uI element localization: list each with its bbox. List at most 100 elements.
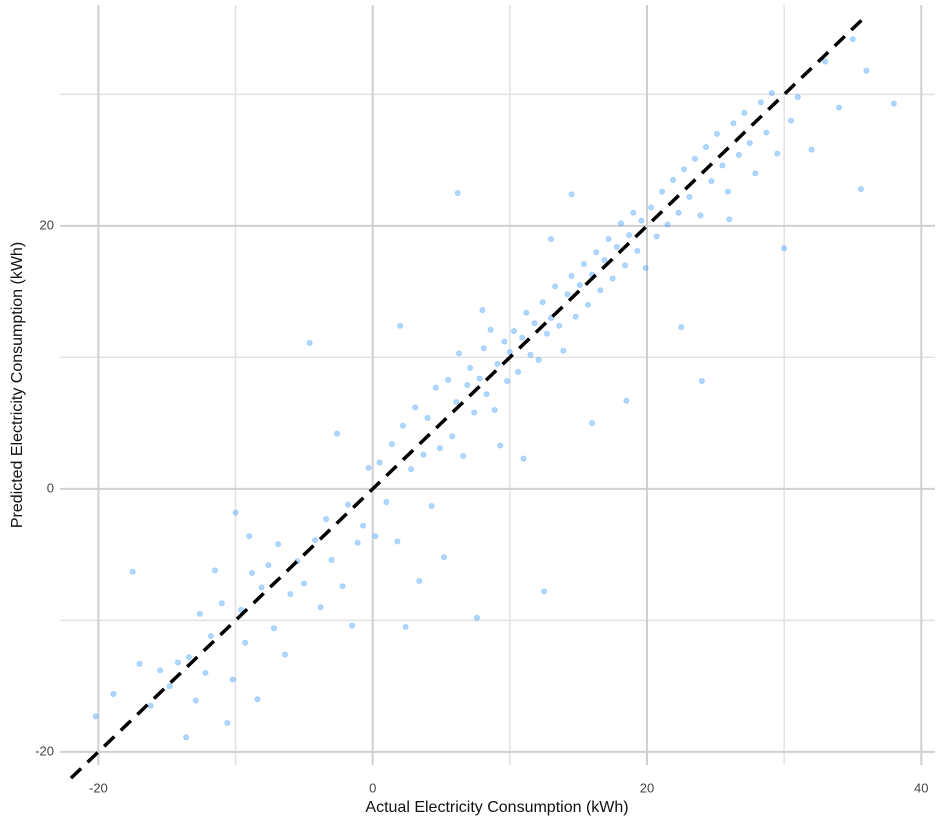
x-tick-label: 40 xyxy=(914,780,928,795)
point xyxy=(464,381,471,389)
y-tick-label: 20 xyxy=(40,217,54,232)
point xyxy=(110,690,117,698)
point xyxy=(680,166,688,173)
point xyxy=(609,275,616,282)
point xyxy=(510,327,518,335)
point xyxy=(552,283,559,290)
point xyxy=(449,433,456,440)
point xyxy=(471,409,478,416)
point xyxy=(719,162,726,169)
point xyxy=(835,104,843,111)
point xyxy=(258,584,265,591)
point xyxy=(211,567,219,574)
point xyxy=(630,209,637,216)
point xyxy=(519,334,526,341)
point xyxy=(506,349,513,356)
x-tick-label: 0 xyxy=(369,780,376,795)
point xyxy=(402,623,409,631)
point xyxy=(432,384,439,391)
point xyxy=(678,324,685,331)
point xyxy=(376,459,383,466)
point xyxy=(535,356,542,364)
point xyxy=(218,600,225,607)
point xyxy=(697,212,704,219)
point xyxy=(479,306,486,314)
point xyxy=(311,537,319,544)
point xyxy=(192,697,199,704)
point xyxy=(328,556,335,563)
point xyxy=(248,569,256,577)
point xyxy=(621,262,629,269)
point xyxy=(664,221,671,228)
point xyxy=(207,633,214,640)
point xyxy=(605,235,612,243)
point xyxy=(713,130,721,137)
point xyxy=(787,117,795,124)
point xyxy=(547,314,555,322)
point xyxy=(436,445,443,452)
point xyxy=(317,604,324,611)
point xyxy=(254,696,261,703)
point xyxy=(653,233,660,240)
point xyxy=(613,243,620,251)
point xyxy=(397,322,404,329)
point xyxy=(669,176,677,183)
x-tick-label: -20 xyxy=(89,780,108,795)
point xyxy=(306,339,313,347)
point xyxy=(543,330,550,337)
point xyxy=(794,93,801,101)
point xyxy=(601,256,608,264)
point xyxy=(726,216,733,223)
point xyxy=(424,414,431,421)
point xyxy=(774,150,781,157)
point xyxy=(487,326,494,333)
point xyxy=(623,397,630,404)
point xyxy=(634,247,641,254)
point xyxy=(420,451,427,458)
point xyxy=(166,683,173,690)
point xyxy=(757,99,764,106)
point xyxy=(365,464,372,471)
point xyxy=(768,89,775,97)
y-tick-label: -20 xyxy=(35,743,54,758)
point xyxy=(445,376,452,383)
point xyxy=(185,654,193,661)
point xyxy=(763,129,770,136)
point xyxy=(460,452,467,460)
point xyxy=(658,188,666,195)
point xyxy=(494,360,501,368)
point xyxy=(593,249,600,256)
point xyxy=(147,702,154,709)
point xyxy=(399,422,406,429)
point xyxy=(648,204,655,211)
point xyxy=(746,139,753,147)
point xyxy=(491,406,498,414)
y-axis-title: Predicted Electricity Consumption (kWh) xyxy=(9,242,26,528)
point xyxy=(504,377,511,385)
point xyxy=(626,232,633,239)
point xyxy=(354,539,361,546)
point xyxy=(547,235,555,243)
point xyxy=(229,676,236,683)
point xyxy=(183,734,190,741)
point xyxy=(202,669,209,677)
point xyxy=(675,209,682,216)
point xyxy=(686,193,693,201)
point xyxy=(564,291,571,298)
point xyxy=(333,430,341,437)
point xyxy=(274,541,282,548)
point xyxy=(730,120,737,127)
identity-line xyxy=(69,14,868,780)
point xyxy=(440,554,448,561)
point xyxy=(857,185,865,193)
point xyxy=(752,170,759,177)
point xyxy=(556,322,563,329)
point xyxy=(466,364,474,372)
point xyxy=(174,659,182,666)
point xyxy=(863,67,870,74)
point xyxy=(531,320,538,327)
point xyxy=(322,516,330,523)
point xyxy=(568,191,575,198)
point xyxy=(232,509,239,516)
point xyxy=(129,568,136,575)
